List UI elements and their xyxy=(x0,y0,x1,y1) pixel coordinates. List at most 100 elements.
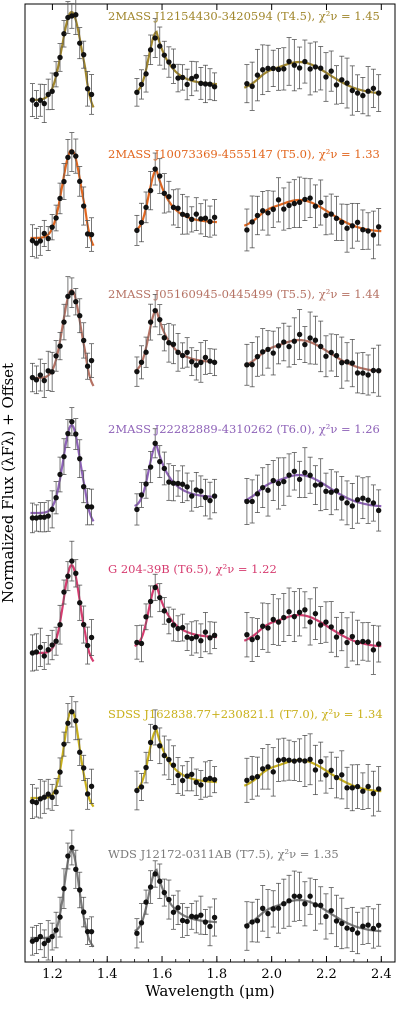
data-point xyxy=(179,74,186,81)
data-point xyxy=(302,607,308,613)
data-point xyxy=(349,223,356,229)
data-point xyxy=(198,782,204,788)
data-point xyxy=(147,598,154,605)
data-point xyxy=(349,633,356,640)
data-point xyxy=(317,758,324,765)
model-curve xyxy=(243,60,382,95)
data-point xyxy=(349,785,356,791)
data-point xyxy=(254,634,261,641)
data-point xyxy=(88,91,95,98)
data-point xyxy=(370,232,377,238)
data-point xyxy=(307,195,313,201)
data-point xyxy=(61,31,67,37)
data-point xyxy=(286,757,292,763)
spectrum-series: WDS J12172-0311AB (T7.5), χ²ν = 1.35 xyxy=(29,829,382,961)
data-point xyxy=(339,772,345,778)
data-point xyxy=(260,67,266,73)
data-point xyxy=(198,80,204,87)
data-point xyxy=(134,787,140,794)
data-point xyxy=(69,844,75,851)
data-point xyxy=(53,353,59,359)
data-point xyxy=(249,219,255,225)
model-curve xyxy=(30,148,95,247)
data-point xyxy=(339,77,345,83)
data-point xyxy=(41,230,47,237)
data-point xyxy=(80,203,87,209)
model-curve xyxy=(243,473,382,508)
data-point xyxy=(296,609,303,615)
data-point xyxy=(333,215,340,222)
data-point xyxy=(134,930,140,937)
model-curve xyxy=(134,728,217,792)
data-point xyxy=(291,893,298,899)
data-point xyxy=(184,212,190,219)
data-point xyxy=(202,215,209,221)
data-point xyxy=(152,584,158,591)
data-point xyxy=(365,783,371,790)
data-point xyxy=(147,464,154,470)
data-point xyxy=(360,370,366,376)
data-point xyxy=(57,914,63,920)
data-point xyxy=(323,913,329,920)
data-point xyxy=(147,319,154,325)
data-point xyxy=(57,769,63,775)
data-point xyxy=(211,214,218,221)
series-label: 2MASS J05160945-0445499 (T5.5), χ²ν = 1.… xyxy=(108,287,380,301)
data-point xyxy=(33,936,40,943)
spectrum-series: SDSS J162838.77+230821.1 (T7.0), χ²ν = 1… xyxy=(29,696,383,819)
data-point xyxy=(339,920,345,927)
data-point xyxy=(275,66,282,73)
data-point xyxy=(65,154,71,161)
data-point xyxy=(296,893,303,900)
data-point xyxy=(61,589,67,595)
data-point xyxy=(328,489,334,495)
data-point xyxy=(265,625,271,631)
data-point xyxy=(45,91,51,98)
data-point xyxy=(88,783,95,790)
data-point xyxy=(249,775,255,781)
data-point xyxy=(138,359,145,366)
data-point xyxy=(333,634,340,640)
data-point xyxy=(312,64,319,70)
data-point xyxy=(45,937,51,944)
data-point xyxy=(375,641,382,647)
data-point xyxy=(317,622,324,628)
data-point xyxy=(260,349,266,355)
data-point xyxy=(265,210,271,216)
data-point xyxy=(73,570,79,577)
data-point xyxy=(291,62,298,68)
data-point xyxy=(275,619,282,625)
data-point xyxy=(281,66,287,72)
data-point xyxy=(317,482,324,488)
data-point xyxy=(88,231,95,238)
data-point xyxy=(161,608,168,614)
data-point xyxy=(152,871,158,877)
data-point xyxy=(302,58,308,65)
model-curve xyxy=(30,423,95,522)
data-point xyxy=(211,914,218,921)
data-point xyxy=(328,907,334,914)
x-ticks: 1.2 1.4 1.6 1.8 2.0 2.2 2.4 xyxy=(24,4,396,982)
data-point xyxy=(37,372,44,378)
data-point xyxy=(333,774,340,781)
data-point xyxy=(193,211,199,217)
data-point xyxy=(249,636,255,643)
data-point xyxy=(254,353,261,360)
data-point xyxy=(53,638,59,644)
data-point xyxy=(344,225,350,231)
data-point xyxy=(157,316,163,323)
data-point xyxy=(328,624,334,630)
data-point xyxy=(184,81,190,88)
data-point xyxy=(73,12,79,18)
data-point xyxy=(57,622,63,628)
data-point xyxy=(179,211,186,217)
data-point xyxy=(270,206,276,212)
data-point xyxy=(344,925,350,931)
data-point xyxy=(53,215,59,221)
data-point xyxy=(198,488,204,494)
data-point xyxy=(296,199,303,206)
data-point xyxy=(175,480,181,487)
data-point xyxy=(260,905,266,912)
data-point xyxy=(323,488,329,495)
data-point xyxy=(275,757,282,763)
